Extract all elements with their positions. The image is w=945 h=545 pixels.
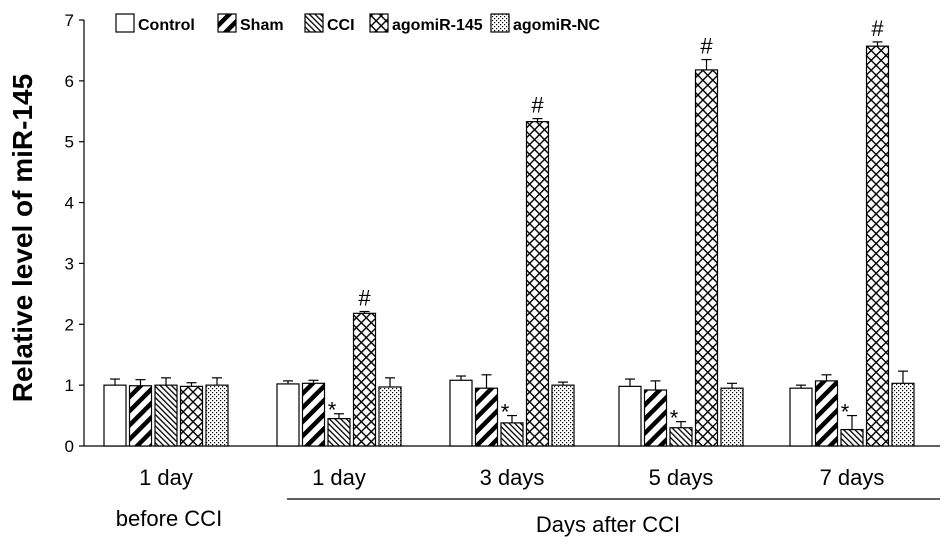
significance-mark: # <box>358 286 371 311</box>
legend-label: CCI <box>327 17 355 34</box>
bar-agomir-145 <box>179 385 204 447</box>
significance-mark: * <box>670 406 679 431</box>
significance-mark: # <box>700 34 713 59</box>
legend-swatch <box>369 13 389 33</box>
bar-agomir-nc <box>205 384 229 447</box>
bars <box>103 45 915 447</box>
category-label: 1 day <box>139 465 193 490</box>
bar-agomir-145 <box>694 69 719 447</box>
y-tick-label: 1 <box>65 376 74 395</box>
y-tick-label: 5 <box>65 133 74 152</box>
category-label: 5 days <box>649 465 714 490</box>
significance-mark: * <box>841 400 850 425</box>
legend-swatch <box>304 13 324 33</box>
bar-control <box>449 379 473 447</box>
significance-mark: # <box>871 16 884 41</box>
y-tick-label: 6 <box>65 72 74 91</box>
y-tick-label: 4 <box>65 194 74 213</box>
bar-agomir-nc <box>378 386 402 447</box>
bar-cci <box>154 384 178 447</box>
y-tick-label: 0 <box>65 437 74 456</box>
bar-agomir-nc <box>551 384 575 447</box>
x-axis-label: Days after CCI <box>536 512 680 537</box>
y-axis-label: Relative level of miR-145 <box>7 74 38 402</box>
legend-swatch <box>490 13 510 33</box>
bar-control <box>789 387 813 447</box>
bar-agomir-145 <box>525 121 550 447</box>
axes: 0 1 2 3 4 5 6 7 1 day before CCI 1 day 3 days 5 days… <box>65 11 940 531</box>
legend-label: Sham <box>240 17 284 34</box>
bar-sham <box>128 385 153 447</box>
y-tick-label: 7 <box>65 11 74 30</box>
bar-cci <box>500 422 524 447</box>
category-label: 7 days <box>820 465 885 490</box>
legend-label: Control <box>138 17 195 34</box>
bar-cci <box>840 428 864 447</box>
bar-sham <box>301 382 326 447</box>
bar-control <box>103 384 127 447</box>
error-bars <box>110 41 908 430</box>
bar-agomir-nc <box>891 382 915 447</box>
bar-agomir-145 <box>352 312 377 447</box>
legend-swatch <box>115 13 135 33</box>
category-label: 1 day <box>312 465 366 490</box>
category-label: 3 days <box>480 465 545 490</box>
significance-mark: # <box>531 93 544 118</box>
legend-swatch <box>217 13 237 33</box>
bar-agomir-nc <box>720 387 744 447</box>
category-label-line2: before CCI <box>116 506 222 531</box>
bar-control <box>276 383 300 447</box>
bar-agomir-145 <box>865 45 890 447</box>
bar-sham <box>474 387 499 447</box>
legend: Control Sham CCI agomiR-145 agomiR-NC <box>115 13 601 34</box>
y-tick-label: 3 <box>65 254 74 273</box>
significance-mark: * <box>328 398 337 423</box>
bar-sham <box>814 380 839 447</box>
legend-label: agomiR-NC <box>513 17 601 34</box>
bar-sham <box>643 389 668 447</box>
significance-marks: * * * * # # # # <box>328 16 885 431</box>
significance-mark: * <box>501 400 510 425</box>
bar-control <box>618 385 642 447</box>
legend-label: agomiR-145 <box>392 17 483 34</box>
y-tick-label: 2 <box>65 315 74 334</box>
